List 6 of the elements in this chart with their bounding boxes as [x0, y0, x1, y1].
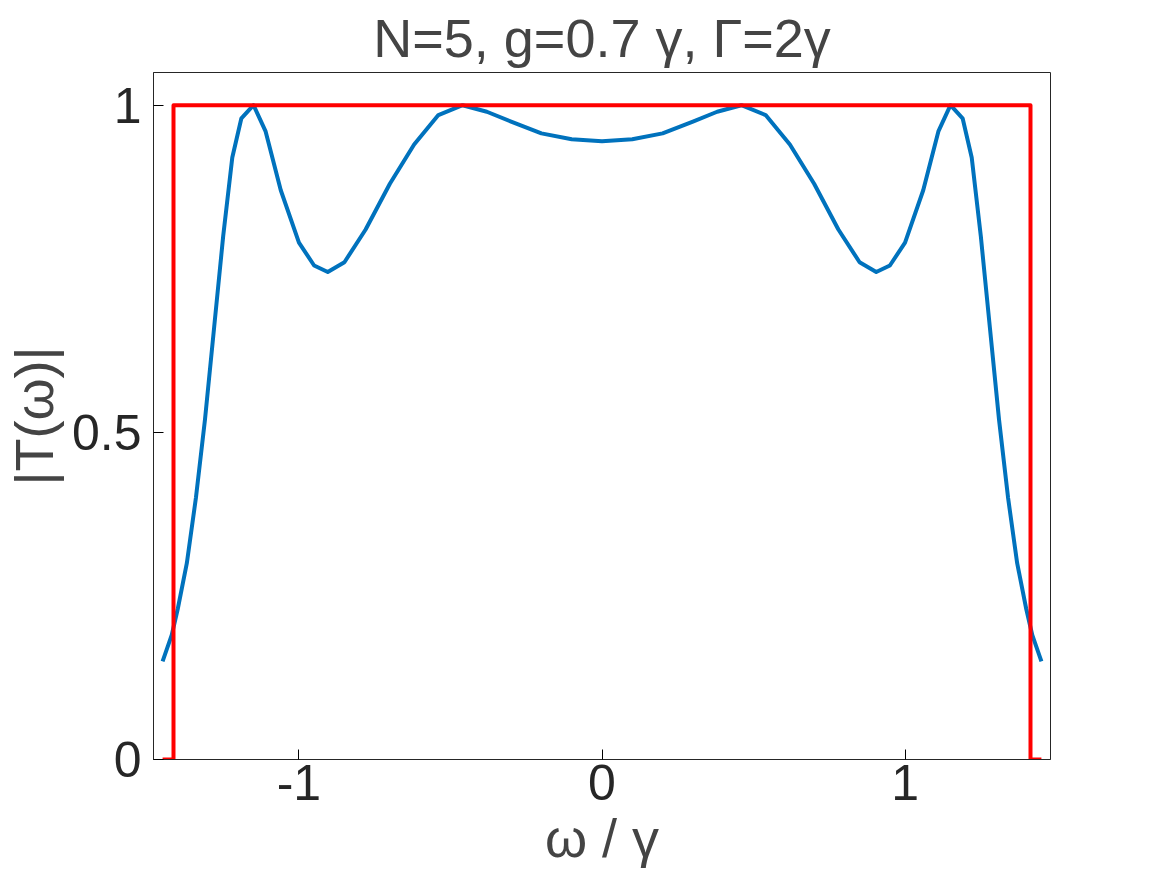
y-tick-label: 1	[113, 77, 142, 134]
x-tick-label: -1	[276, 754, 322, 811]
y-axis-title: |T(ω)|	[3, 346, 64, 486]
y-tick-label: 0.5	[71, 404, 142, 461]
x-tick-label: 1	[891, 754, 919, 811]
chart-title: N=5, g=0.7 γ, Γ=2γ	[373, 7, 831, 68]
